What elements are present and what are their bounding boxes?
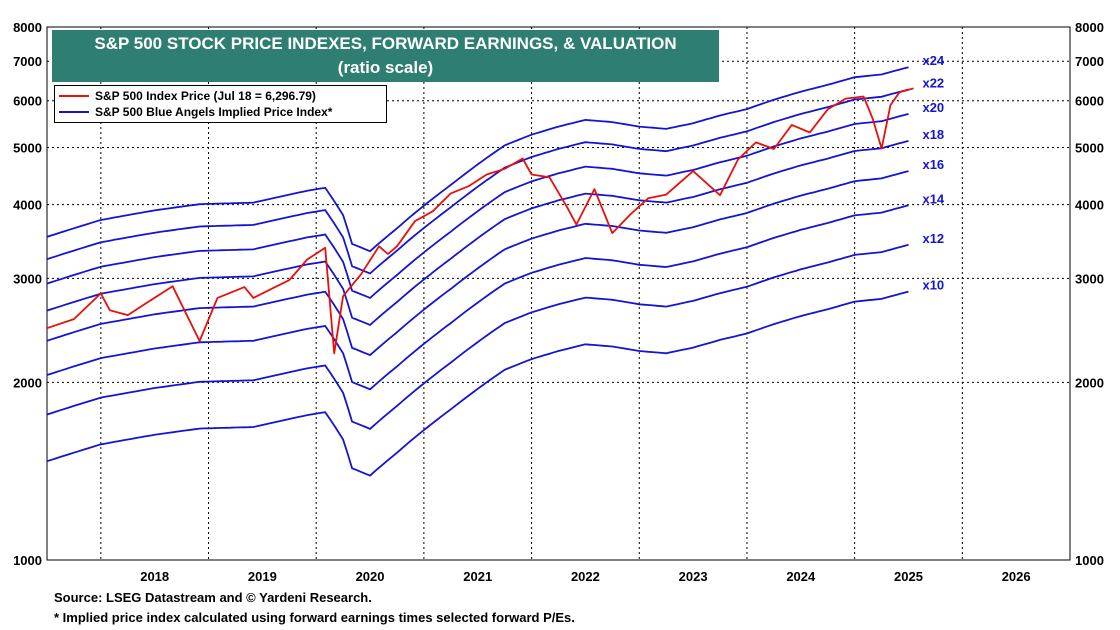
y-tick-label-right: 3000 [1075, 271, 1104, 286]
x-axis: 2018 2019 2020 2021 2022 2023 2024 2025 2026 [140, 569, 1030, 584]
x-tick-label: 2019 [248, 569, 277, 584]
series-label-x14: x14 [922, 191, 944, 206]
y-tick-label-right: 1000 [1075, 553, 1104, 568]
y-tick-label-right: 7000 [1075, 54, 1104, 69]
y-tick-label-left: 8000 [13, 20, 42, 35]
series-label-x24: x24 [922, 53, 944, 68]
price-line-group [46, 87, 914, 355]
implied-price-lines [46, 66, 909, 477]
implied-line-x14 [46, 204, 909, 391]
series-label-x10: x10 [922, 278, 944, 293]
legend-item-implied: S&P 500 Blue Angels Implied Price Index* [59, 104, 332, 120]
implied-line-x22 [46, 88, 909, 275]
legend-label-price: S&P 500 Index Price (Jul 18 = 6,296.79) [95, 89, 316, 103]
y-tick-label-right: 5000 [1075, 140, 1104, 155]
implied-line-x12 [46, 243, 909, 430]
chart-title: S&P 500 STOCK PRICE INDEXES, FORWARD EAR… [94, 34, 677, 53]
y-tick-label-right: 8000 [1075, 20, 1104, 35]
y-tick-label-right: 6000 [1075, 94, 1104, 109]
x-tick-label: 2022 [571, 569, 600, 584]
series-label-x22: x22 [922, 75, 944, 90]
chart-subtitle: (ratio scale) [337, 58, 434, 77]
y-tick-label-left: 3000 [13, 271, 42, 286]
legend-swatch-price [59, 95, 89, 97]
y-tick-label-left: 6000 [13, 94, 42, 109]
chart-title-box: S&P 500 STOCK PRICE INDEXES, FORWARD EAR… [52, 30, 719, 82]
price-line [46, 87, 914, 355]
implied-line-x24 [46, 66, 909, 253]
x-tick-label: 2025 [894, 569, 923, 584]
series-label-x16: x16 [922, 157, 944, 172]
y-tick-label-left: 4000 [13, 198, 42, 213]
multiplier-labels: x24 x22 x20 x18 x16 x14 x12 x10 [922, 53, 944, 292]
footnote-source: Source: LSEG Datastream and © Yardeni Re… [54, 590, 372, 605]
series-label-x20: x20 [922, 100, 944, 115]
y-tick-label-left: 5000 [13, 140, 42, 155]
y-tick-label-right: 4000 [1075, 198, 1104, 213]
implied-line-x18 [46, 140, 909, 326]
x-tick-label: 2023 [679, 569, 708, 584]
x-tick-label: 2020 [356, 569, 385, 584]
y-tick-label-left: 7000 [13, 54, 42, 69]
x-tick-label: 2018 [140, 569, 169, 584]
x-tick-label: 2026 [1002, 569, 1031, 584]
y-axis-right: 1000 2000 3000 4000 5000 6000 7000 8000 [1075, 20, 1104, 568]
legend-swatch-implied [59, 111, 89, 113]
series-label-x12: x12 [922, 231, 944, 246]
y-axis-left: 1000 2000 3000 4000 5000 6000 7000 8000 [13, 20, 42, 568]
series-label-x18: x18 [922, 127, 944, 142]
x-tick-label: 2021 [463, 569, 492, 584]
legend: S&P 500 Index Price (Jul 18 = 6,296.79) … [54, 85, 387, 123]
implied-line-x10 [46, 290, 909, 477]
implied-line-x20 [46, 113, 909, 299]
x-tick-label: 2024 [786, 569, 816, 584]
footnote-note: * Implied price index calculated using f… [54, 610, 575, 625]
legend-item-price: S&P 500 Index Price (Jul 18 = 6,296.79) [59, 88, 316, 104]
legend-label-implied: S&P 500 Blue Angels Implied Price Index* [95, 105, 333, 119]
y-tick-label-left: 1000 [13, 553, 42, 568]
implied-line-x16 [46, 170, 909, 357]
y-tick-label-right: 2000 [1075, 375, 1104, 390]
y-tick-label-left: 2000 [13, 375, 42, 390]
